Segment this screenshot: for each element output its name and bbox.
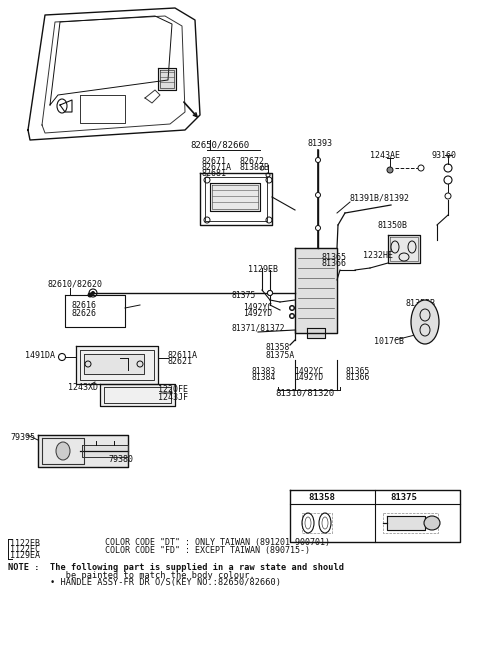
Text: 1243JF: 1243JF [158,392,188,402]
Ellipse shape [56,442,70,460]
Circle shape [315,225,321,231]
Circle shape [91,291,95,295]
Text: 79380: 79380 [108,455,133,464]
Text: 81358: 81358 [308,493,335,502]
Text: 1492YD: 1492YD [294,373,323,383]
Text: 81387B: 81387B [240,164,270,172]
Text: 81375: 81375 [232,291,256,299]
Text: 81365: 81365 [322,253,347,263]
Polygon shape [210,183,260,211]
Polygon shape [82,445,128,457]
Polygon shape [100,384,175,406]
Text: 81393: 81393 [307,138,332,147]
Text: 81358: 81358 [265,343,289,352]
Polygon shape [158,68,176,90]
Text: COLOR CODE "DT" : ONLY TAIWAN (891201-900701): COLOR CODE "DT" : ONLY TAIWAN (891201-90… [105,538,330,548]
Text: 81365: 81365 [345,367,370,377]
Circle shape [418,165,424,171]
Text: 93160: 93160 [432,151,457,160]
Circle shape [290,314,294,318]
Polygon shape [295,248,337,333]
Text: NOTE :  The following part is supplied in a raw state and should: NOTE : The following part is supplied in… [8,563,344,572]
Circle shape [315,193,321,198]
Text: 1017CB: 1017CB [374,337,404,346]
Text: be painted to match the body colour.: be painted to match the body colour. [8,571,255,580]
Text: • HANDLE ASSY-FR DR O/S(KEY NO.:82650/82660): • HANDLE ASSY-FR DR O/S(KEY NO.:82650/82… [8,578,281,586]
Text: 82626: 82626 [72,309,97,318]
Text: 1232HE: 1232HE [363,252,393,261]
Text: 82616: 82616 [72,301,97,310]
Text: 1243AE: 1243AE [370,151,400,160]
Circle shape [289,314,295,318]
Text: 1243XD: 1243XD [68,383,98,392]
Text: 79395: 79395 [10,432,35,441]
Circle shape [289,305,295,310]
Polygon shape [307,328,325,338]
Text: 1492YD: 1492YD [243,309,272,318]
Text: 1491DA: 1491DA [25,350,55,360]
Polygon shape [387,516,425,530]
Text: 82650/82660: 82650/82660 [190,141,249,149]
Text: 81371/81372: 81371/81372 [232,324,286,333]
Text: 81310/81320: 81310/81320 [275,388,334,398]
Text: 82681: 82681 [202,170,227,179]
Text: 81375: 81375 [390,493,417,502]
Circle shape [290,306,294,310]
Text: 1122EB: 1122EB [10,538,40,548]
Text: 81375A: 81375A [265,350,294,360]
Text: 81355B: 81355B [405,299,435,307]
Text: 81391B/81392: 81391B/81392 [350,193,410,202]
Text: 1492YC: 1492YC [294,367,323,377]
Text: 81384: 81384 [252,373,276,383]
Circle shape [387,167,393,173]
Ellipse shape [424,516,440,530]
Text: 82672: 82672 [240,157,265,166]
Ellipse shape [411,300,439,344]
Text: 82671: 82671 [202,157,227,166]
Circle shape [315,157,321,162]
Polygon shape [388,235,420,263]
Text: 82611A: 82611A [168,350,198,360]
Text: 1220FE: 1220FE [158,386,188,394]
Text: 1492YC: 1492YC [243,303,272,312]
Text: 1129EA: 1129EA [10,550,40,559]
Text: 1122EC: 1122EC [10,544,40,553]
Circle shape [267,291,273,295]
Circle shape [88,293,92,297]
Text: 1129EB: 1129EB [248,265,278,274]
Text: 81366: 81366 [345,373,370,383]
Polygon shape [76,346,158,384]
Text: 81383: 81383 [252,367,276,377]
Text: 82671A: 82671A [202,164,232,172]
Text: 82610/82620: 82610/82620 [48,280,103,288]
Text: COLOR CODE "FD" : EXCEPT TAIWAN (890715-): COLOR CODE "FD" : EXCEPT TAIWAN (890715-… [105,546,310,555]
Polygon shape [84,354,144,374]
Text: 82621: 82621 [168,358,193,367]
Text: 81366: 81366 [322,259,347,269]
Polygon shape [38,435,128,467]
Text: 81350B: 81350B [377,221,407,229]
Circle shape [267,291,273,295]
